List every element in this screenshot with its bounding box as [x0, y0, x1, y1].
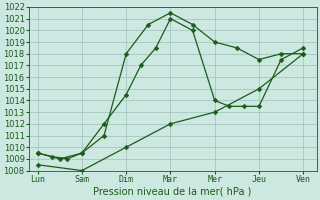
X-axis label: Pression niveau de la mer( hPa ): Pression niveau de la mer( hPa ): [93, 187, 252, 197]
